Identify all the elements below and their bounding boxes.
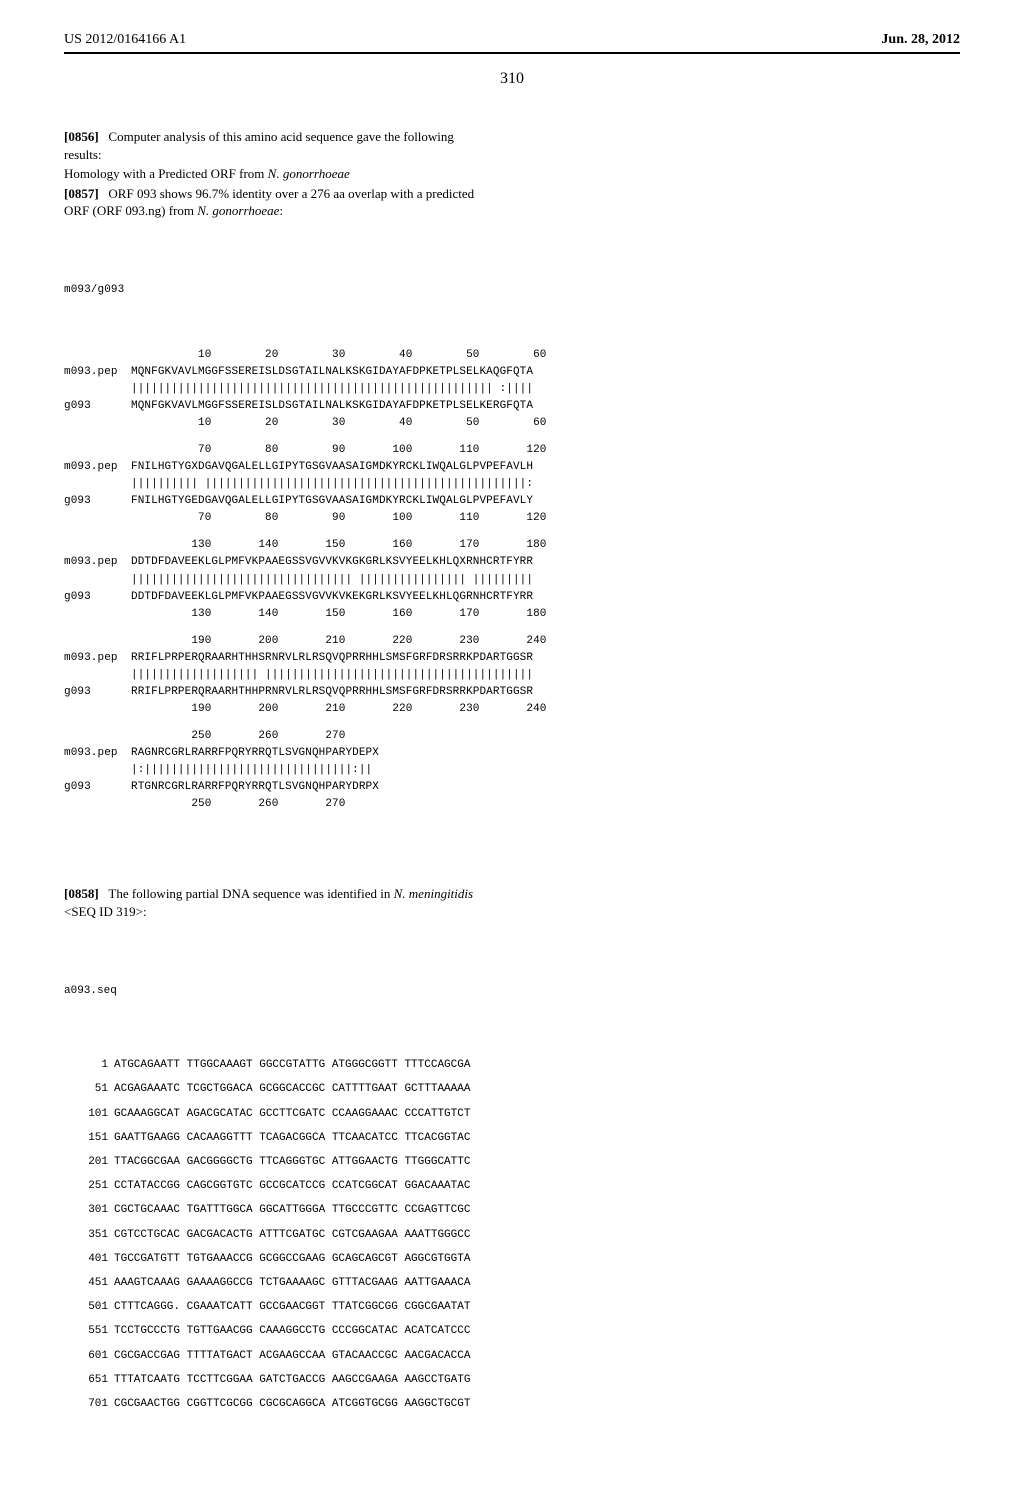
dna-line: 401 TGCCGATGTT TGTGAAACCG GCGGCCGAAG GCAG… [64,1247,960,1271]
alignment-row: 10 20 30 40 50 60 m093.pep MQNFGKVAVLMGG… [64,347,960,432]
para-label-0856: [0856] [64,129,99,144]
paragraph-0858: [0858] The following partial DNA sequenc… [64,885,484,920]
dna-line: 201 TTACGGCGAA GACGGGGCTG TTCAGGGTGC ATTG… [64,1150,960,1174]
dna-line: 451 AAAGTCAAAG GAAAAGGCCG TCTGAAAAGC GTTT… [64,1271,960,1295]
dna-line-number: 651 [64,1368,108,1392]
dna-line-sequence: AAAGTCAAAG GAAAAGGCCG TCTGAAAAGC GTTTACG… [114,1277,470,1289]
dna-line-number: 701 [64,1392,108,1416]
dna-line-number: 451 [64,1271,108,1295]
dna-line-number: 401 [64,1247,108,1271]
alignment-row: 130 140 150 160 170 180 m093.pep DDTDFDA… [64,537,960,622]
dna-line: 101 GCAAAGGCAT AGACGCATAC GCCTTCGATC CCAA… [64,1102,960,1126]
dna-line: 601 CGCGACCGAG TTTTATGACT ACGAAGCCAA GTAC… [64,1344,960,1368]
dna-line-sequence: GAATTGAAGG CACAAGGTTT TCAGACGGCA TTCAACA… [114,1132,470,1144]
dna-line-sequence: CTTTCAGGG. CGAAATCATT GCCGAACGGT TTATCGG… [114,1301,470,1313]
dna-line-sequence: ACGAGAAATC TCGCTGGACA GCGGCACCGC CATTTTG… [114,1083,470,1095]
alignment-row: 250 260 270 m093.pep RAGNRCGRLRARRFPQRYR… [64,728,960,813]
dna-block: a093.seq 1 ATGCAGAATT TTGGCAAAGT GGCCGTAT… [64,930,960,1464]
dna-line: 651 TTTATCAATG TCCTTCGGAA GATCTGACCG AAGC… [64,1368,960,1392]
homology-species: N. gonorrhoeae [268,166,350,181]
dna-line: 1 ATGCAGAATT TTGGCAAAGT GGCCGTATTG ATGGGC… [64,1053,960,1077]
homology-prefix: Homology with a Predicted ORF from [64,166,268,181]
dna-line-sequence: CGTCCTGCAC GACGACACTG ATTTCGATGC CGTCGAA… [114,1229,470,1241]
dna-line-sequence: CCTATACCGG CAGCGGTGTC GCCGCATCCG CCATCGG… [114,1180,470,1192]
dna-line-sequence: CGCGACCGAG TTTTATGACT ACGAAGCCAA GTACAAC… [114,1350,470,1362]
dna-line-number: 151 [64,1126,108,1150]
alignment-row: 190 200 210 220 230 240 m093.pep RRIFLPR… [64,633,960,718]
paragraph-0856: [0856] Computer analysis of this amino a… [64,128,484,183]
dna-line-sequence: CGCGAACTGG CGGTTCGCGG CGCGCAGGCA ATCGGTG… [114,1398,470,1410]
para-0857-species: N. gonorrhoeae [197,203,279,218]
dna-line: 301 CGCTGCAAAC TGATTTGGCA GGCATTGGGA TTGC… [64,1198,960,1222]
dna-line-sequence: TCCTGCCCTG TGTTGAACGG CAAAGGCCTG CCCGGCA… [114,1325,470,1337]
paragraph-0857: [0857] ORF 093 shows 96.7% identity over… [64,185,484,220]
para-label-0858: [0858] [64,886,99,901]
page-number: 310 [64,70,960,88]
dna-line-number: 201 [64,1150,108,1174]
dna-line-number: 51 [64,1077,108,1101]
dna-line: 501 CTTTCAGGG. CGAAATCATT GCCGAACGGT TTAT… [64,1295,960,1319]
para-0856-text: Computer analysis of this amino acid seq… [64,129,454,162]
dna-line-number: 1 [64,1053,108,1077]
header-rule [64,52,960,54]
dna-line-number: 601 [64,1344,108,1368]
dna-line: 151 GAATTGAAGG CACAAGGTTT TCAGACGGCA TTCA… [64,1126,960,1150]
alignment-title: m093/g093 [64,282,960,299]
dna-line: 701 CGCGAACTGG CGGTTCGCGG CGCGCAGGCA ATCG… [64,1392,960,1416]
dna-line-number: 351 [64,1223,108,1247]
dna-line-sequence: ATGCAGAATT TTGGCAAAGT GGCCGTATTG ATGGGCG… [114,1059,470,1071]
dna-line: 551 TCCTGCCCTG TGTTGAACGG CAAAGGCCTG CCCG… [64,1319,960,1343]
dna-line-sequence: CGCTGCAAAC TGATTTGGCA GGCATTGGGA TTGCCCG… [114,1204,470,1216]
dna-title: a093.seq [64,979,960,1003]
dna-line: 351 CGTCCTGCAC GACGACACTG ATTTCGATGC CGTC… [64,1223,960,1247]
dna-line: 51 ACGAGAAATC TCGCTGGACA GCGGCACCGC CATTT… [64,1077,960,1101]
dna-line-number: 301 [64,1198,108,1222]
dna-line-number: 551 [64,1319,108,1343]
dna-line-number: 101 [64,1102,108,1126]
publication-date: Jun. 28, 2012 [881,32,960,48]
para-0858-text-before: The following partial DNA sequence was i… [108,886,393,901]
alignment-block: m093/g093 10 20 30 40 50 60 m093.pep MQN… [64,248,960,858]
patent-number: US 2012/0164166 A1 [64,32,186,48]
dna-line: 251 CCTATACCGG CAGCGGTGTC GCCGCATCCG CCAT… [64,1174,960,1198]
dna-line-sequence: TTACGGCGAA GACGGGGCTG TTCAGGGTGC ATTGGAA… [114,1156,470,1168]
alignment-row: 70 80 90 100 110 120 m093.pep FNILHGTYGX… [64,442,960,527]
dna-line-number: 501 [64,1295,108,1319]
dna-line-sequence: TGCCGATGTT TGTGAAACCG GCGGCCGAAG GCAGCAG… [114,1253,470,1265]
para-label-0857: [0857] [64,186,99,201]
dna-line-number: 251 [64,1174,108,1198]
para-0857-text-after: : [279,203,283,218]
dna-line-sequence: TTTATCAATG TCCTTCGGAA GATCTGACCG AAGCCGA… [114,1374,470,1386]
dna-line-sequence: GCAAAGGCAT AGACGCATAC GCCTTCGATC CCAAGGA… [114,1108,470,1120]
para-0858-text-after: <SEQ ID 319>: [64,904,147,919]
para-0858-species: N. meningitidis [394,886,473,901]
